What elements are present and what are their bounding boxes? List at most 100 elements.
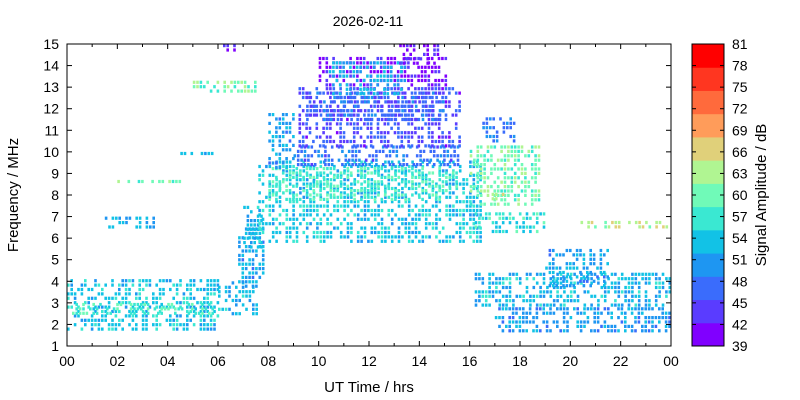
heatmap-cell xyxy=(421,208,425,213)
heatmap-cell xyxy=(414,230,418,235)
heatmap-cell xyxy=(376,74,379,78)
heatmap-cell xyxy=(529,272,532,276)
heatmap-cell xyxy=(292,239,295,243)
heatmap-cell xyxy=(438,189,441,193)
heatmap-cell xyxy=(586,316,590,320)
heatmap-cell xyxy=(661,307,664,311)
heatmap-cell xyxy=(419,154,422,158)
heatmap-cell xyxy=(563,277,566,281)
heatmap-cell xyxy=(114,309,118,314)
heatmap-cell xyxy=(353,197,356,201)
heatmap-cell xyxy=(501,285,505,290)
y-tick-label: 8 xyxy=(51,187,59,203)
heatmap-cell xyxy=(419,163,422,167)
heatmap-cell xyxy=(367,117,370,122)
heatmap-cell xyxy=(449,145,453,149)
heatmap-cell xyxy=(374,113,377,117)
heatmap-cell xyxy=(472,182,476,186)
heatmap-cell xyxy=(343,191,346,195)
heatmap-cell xyxy=(346,160,350,164)
heatmap-cell xyxy=(268,182,272,186)
heatmap-cell xyxy=(579,248,582,253)
heatmap-cell xyxy=(390,217,394,221)
heatmap-cell xyxy=(441,139,444,144)
heatmap-cell xyxy=(500,145,503,149)
heatmap-cell xyxy=(495,299,498,303)
heatmap-cell xyxy=(135,216,138,220)
heatmap-cell xyxy=(295,182,299,186)
heatmap-cell xyxy=(235,285,238,289)
heatmap-cell xyxy=(501,320,505,324)
heatmap-cell xyxy=(356,191,360,195)
heatmap-cell xyxy=(668,316,671,320)
heatmap-cell xyxy=(371,158,375,162)
heatmap-cell xyxy=(158,279,162,283)
heatmap-cell xyxy=(333,226,336,230)
heatmap-cell xyxy=(583,324,586,328)
heatmap-cell xyxy=(251,236,255,240)
heatmap-cell xyxy=(111,296,114,300)
heatmap-cell xyxy=(503,185,507,189)
heatmap-cell xyxy=(375,158,378,162)
heatmap-cell xyxy=(452,204,455,208)
heatmap-cell xyxy=(394,173,397,177)
heatmap-cell xyxy=(162,305,165,309)
heatmap-cell xyxy=(305,204,309,208)
heatmap-cell xyxy=(586,272,590,276)
heatmap-cell xyxy=(634,281,638,285)
heatmap-cell xyxy=(349,65,352,69)
heatmap-cell xyxy=(401,95,404,100)
heatmap-cell xyxy=(486,185,490,189)
heatmap-cell xyxy=(637,299,641,303)
heatmap-cell xyxy=(474,303,478,307)
heatmap-cell xyxy=(396,78,400,83)
heatmap-cell xyxy=(522,320,525,324)
heatmap-cell xyxy=(305,144,308,148)
heatmap-cell xyxy=(505,307,508,311)
heatmap-cell xyxy=(322,230,326,235)
heatmap-cell xyxy=(322,239,326,243)
heatmap-cell xyxy=(353,182,357,186)
heatmap-cell xyxy=(124,296,128,300)
heatmap-cell xyxy=(634,277,638,281)
heatmap-cell xyxy=(405,163,409,167)
heatmap-cell xyxy=(326,204,329,208)
heatmap-cell xyxy=(350,239,353,243)
heatmap-cell xyxy=(343,164,346,169)
heatmap-cell xyxy=(479,235,482,239)
heatmap-cell xyxy=(97,283,101,287)
heatmap-cell xyxy=(248,275,251,279)
heatmap-cell xyxy=(308,91,312,95)
heatmap-cell xyxy=(330,145,334,149)
heatmap-cell xyxy=(260,219,263,223)
heatmap-cell xyxy=(319,184,322,188)
heatmap-cell xyxy=(87,318,90,322)
heatmap-cell xyxy=(356,117,359,122)
heatmap-cell xyxy=(558,253,562,257)
heatmap-cell xyxy=(180,307,184,311)
heatmap-cell xyxy=(104,283,107,287)
heatmap-cell xyxy=(478,299,481,303)
heatmap-cell xyxy=(417,184,421,188)
heatmap-cell xyxy=(325,83,329,87)
heatmap-cell xyxy=(73,301,77,305)
heatmap-cell xyxy=(339,182,343,186)
heatmap-cell xyxy=(503,145,507,149)
heatmap-cell xyxy=(339,122,342,126)
heatmap-cell xyxy=(363,195,367,199)
heatmap-cell xyxy=(627,281,631,285)
heatmap-cell xyxy=(324,149,327,153)
heatmap-cell xyxy=(432,163,436,167)
heatmap-cell xyxy=(203,296,206,300)
heatmap-cell xyxy=(576,299,580,303)
heatmap-cell xyxy=(537,145,541,149)
heatmap-cell xyxy=(474,212,478,216)
heatmap-cell xyxy=(610,272,614,276)
heatmap-cell xyxy=(333,100,336,104)
heatmap-cell xyxy=(403,91,407,95)
heatmap-cell xyxy=(486,176,490,180)
heatmap-cell xyxy=(387,226,391,230)
heatmap-cell xyxy=(556,290,559,294)
heatmap-cell xyxy=(288,164,292,169)
heatmap-cell xyxy=(373,217,377,221)
